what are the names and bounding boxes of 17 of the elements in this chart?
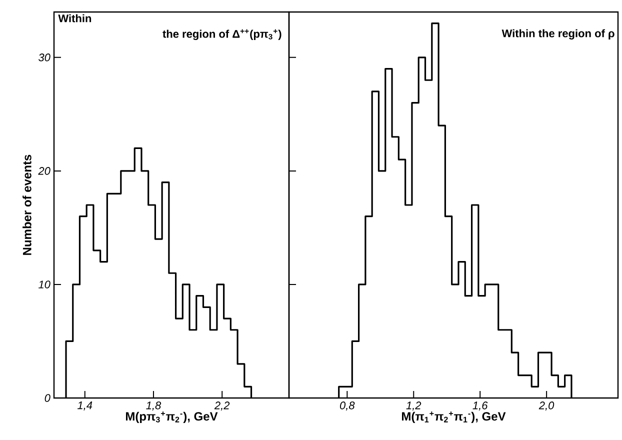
x-tick-label: 2,0 [538,402,554,411]
y-axis-title: Number of events [22,154,32,255]
x-tick-label: 0,8 [340,402,355,411]
annotation: Within the region of ρ [502,29,614,40]
annotation: Within [58,14,92,22]
x-axis-title: M(pπ$_{3}$$^{+}$π$_{2}$$^{-}$), GeV [126,411,218,424]
x-tick-label: 1,8 [146,402,162,411]
y-tick-label: 30 [38,54,50,62]
text: M(π$_{1}$$^{+}$π$_{2}$$^{+}$π$_{1}$$^{-}$), GeV [402,411,506,424]
y-tick-label: 0 [44,394,50,402]
x-tick-label: 1,2 [406,402,422,411]
y-tick-label: 20 [38,167,50,175]
annotation: the region of Δ$^{++}$(pπ$_{3}$$^{+}$) [162,29,282,40]
y-tick-label: 10 [38,280,50,288]
x-tick-label: 1,4 [78,402,92,411]
x-tick-label: 2,2 [214,402,230,411]
x-tick-label: 1,6 [472,402,488,411]
